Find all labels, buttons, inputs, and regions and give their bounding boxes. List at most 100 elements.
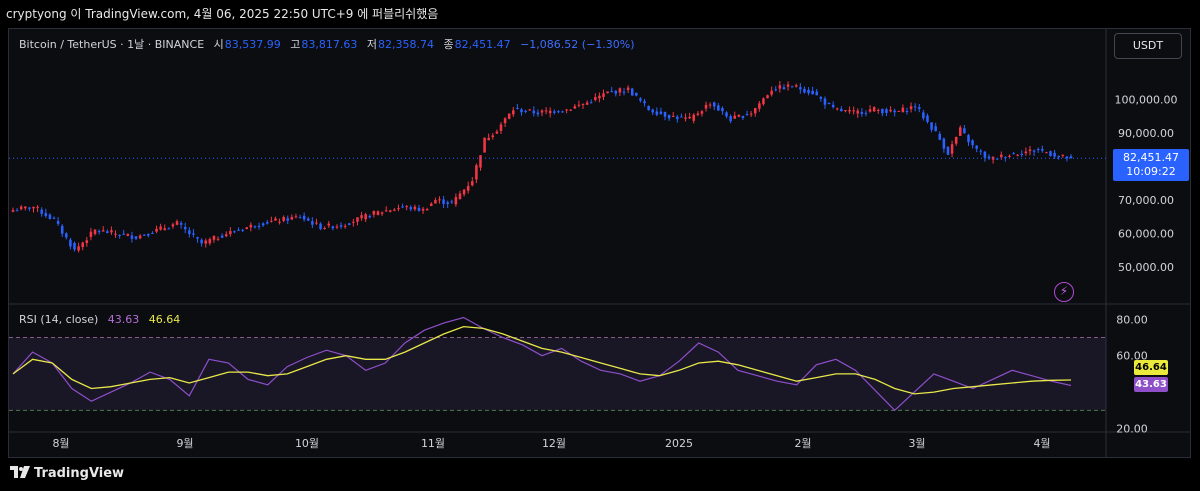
candle-up[interactable]: [512, 110, 515, 115]
candle-down[interactable]: [1057, 156, 1060, 158]
candle-down[interactable]: [860, 112, 864, 114]
candle-down[interactable]: [532, 110, 536, 114]
candle-up[interactable]: [770, 90, 773, 95]
candle-down[interactable]: [819, 97, 823, 99]
rsi-title[interactable]: RSI (14, close): [19, 313, 99, 326]
candle-up[interactable]: [565, 109, 568, 111]
candle-up[interactable]: [294, 216, 298, 218]
candle-down[interactable]: [331, 226, 335, 229]
candle-down[interactable]: [147, 233, 150, 236]
candle-down[interactable]: [729, 116, 732, 122]
candle-down[interactable]: [151, 232, 154, 234]
candle-up[interactable]: [491, 135, 495, 138]
candle-down[interactable]: [946, 146, 950, 155]
candle-up[interactable]: [335, 226, 339, 228]
candle-up[interactable]: [700, 111, 704, 114]
candle-up[interactable]: [737, 114, 741, 117]
candle-down[interactable]: [922, 112, 925, 119]
candle-up[interactable]: [671, 115, 675, 117]
candle-down[interactable]: [725, 112, 728, 117]
candle-down[interactable]: [417, 207, 421, 211]
candle-up[interactable]: [24, 206, 27, 209]
candle-down[interactable]: [1004, 157, 1007, 159]
candle-up[interactable]: [950, 144, 954, 154]
candle-up[interactable]: [766, 95, 769, 99]
candle-down[interactable]: [942, 138, 946, 149]
candle-up[interactable]: [618, 88, 622, 93]
candle-up[interactable]: [36, 206, 39, 208]
candle-down[interactable]: [192, 233, 195, 235]
candle-up[interactable]: [573, 106, 577, 109]
candle-up[interactable]: [393, 209, 396, 211]
candle-down[interactable]: [721, 108, 724, 112]
candle-down[interactable]: [630, 88, 634, 96]
candle-up[interactable]: [352, 221, 355, 223]
candle-up[interactable]: [499, 124, 503, 131]
candle-up[interactable]: [495, 131, 499, 134]
candle-down[interactable]: [893, 110, 896, 113]
candle-down[interactable]: [265, 222, 269, 224]
candle-down[interactable]: [799, 87, 802, 90]
candle-up[interactable]: [1008, 155, 1011, 157]
candle-down[interactable]: [442, 199, 445, 204]
candle-down[interactable]: [790, 86, 794, 88]
candle-up[interactable]: [430, 203, 433, 207]
candle-up[interactable]: [171, 224, 175, 227]
candle-down[interactable]: [134, 236, 138, 239]
candle-up[interactable]: [897, 110, 901, 112]
candle-down[interactable]: [48, 214, 52, 219]
candle-up[interactable]: [282, 216, 285, 221]
candle-down[interactable]: [60, 225, 64, 234]
candle-down[interactable]: [142, 234, 146, 236]
candle-up[interactable]: [1061, 154, 1065, 156]
candle-down[interactable]: [975, 145, 978, 149]
candle-up[interactable]: [868, 109, 872, 112]
candle-down[interactable]: [913, 106, 917, 108]
candle-up[interactable]: [77, 246, 80, 251]
candle-up[interactable]: [438, 199, 441, 201]
candle-down[interactable]: [926, 115, 929, 122]
candle-up[interactable]: [778, 85, 782, 89]
candle-up[interactable]: [844, 110, 847, 112]
candle-down[interactable]: [741, 115, 745, 119]
candle-down[interactable]: [987, 156, 991, 159]
candle-down[interactable]: [745, 114, 749, 116]
candle-down[interactable]: [44, 213, 48, 216]
candle-down[interactable]: [450, 201, 454, 203]
candle-up[interactable]: [483, 137, 486, 153]
candle-up[interactable]: [466, 185, 470, 191]
candle-down[interactable]: [807, 89, 810, 94]
candle-up[interactable]: [581, 103, 585, 105]
candle-down[interactable]: [676, 116, 679, 120]
candle-up[interactable]: [126, 233, 130, 236]
candle-down[interactable]: [183, 226, 187, 230]
candle-down[interactable]: [553, 111, 556, 113]
candle-up[interactable]: [434, 200, 437, 204]
candle-down[interactable]: [257, 225, 261, 227]
candle-up[interactable]: [155, 228, 158, 232]
candle-down[interactable]: [1069, 156, 1073, 159]
candle-up[interactable]: [290, 217, 294, 220]
candle-up[interactable]: [696, 113, 700, 115]
candle-up[interactable]: [138, 235, 142, 239]
candle-up[interactable]: [421, 208, 425, 211]
candle-down[interactable]: [983, 151, 987, 158]
candle-down[interactable]: [401, 206, 404, 208]
rsi-ma-line[interactable]: [12, 325, 1072, 395]
candle-up[interactable]: [848, 110, 851, 112]
candle-up[interactable]: [384, 210, 388, 212]
candle-up[interactable]: [872, 107, 876, 112]
candle-up[interactable]: [540, 110, 544, 113]
candle-down[interactable]: [823, 98, 827, 105]
candle-down[interactable]: [40, 209, 43, 214]
candle-up[interactable]: [204, 240, 208, 244]
candle-down[interactable]: [409, 207, 413, 210]
candle-down[interactable]: [1032, 150, 1036, 152]
candle-up[interactable]: [708, 104, 712, 106]
candle-up[interactable]: [1024, 151, 1028, 154]
candle-down[interactable]: [520, 109, 523, 113]
candle-up[interactable]: [19, 206, 23, 210]
candle-down[interactable]: [979, 150, 983, 152]
candle-up[interactable]: [458, 193, 462, 200]
candle-down[interactable]: [233, 231, 236, 233]
